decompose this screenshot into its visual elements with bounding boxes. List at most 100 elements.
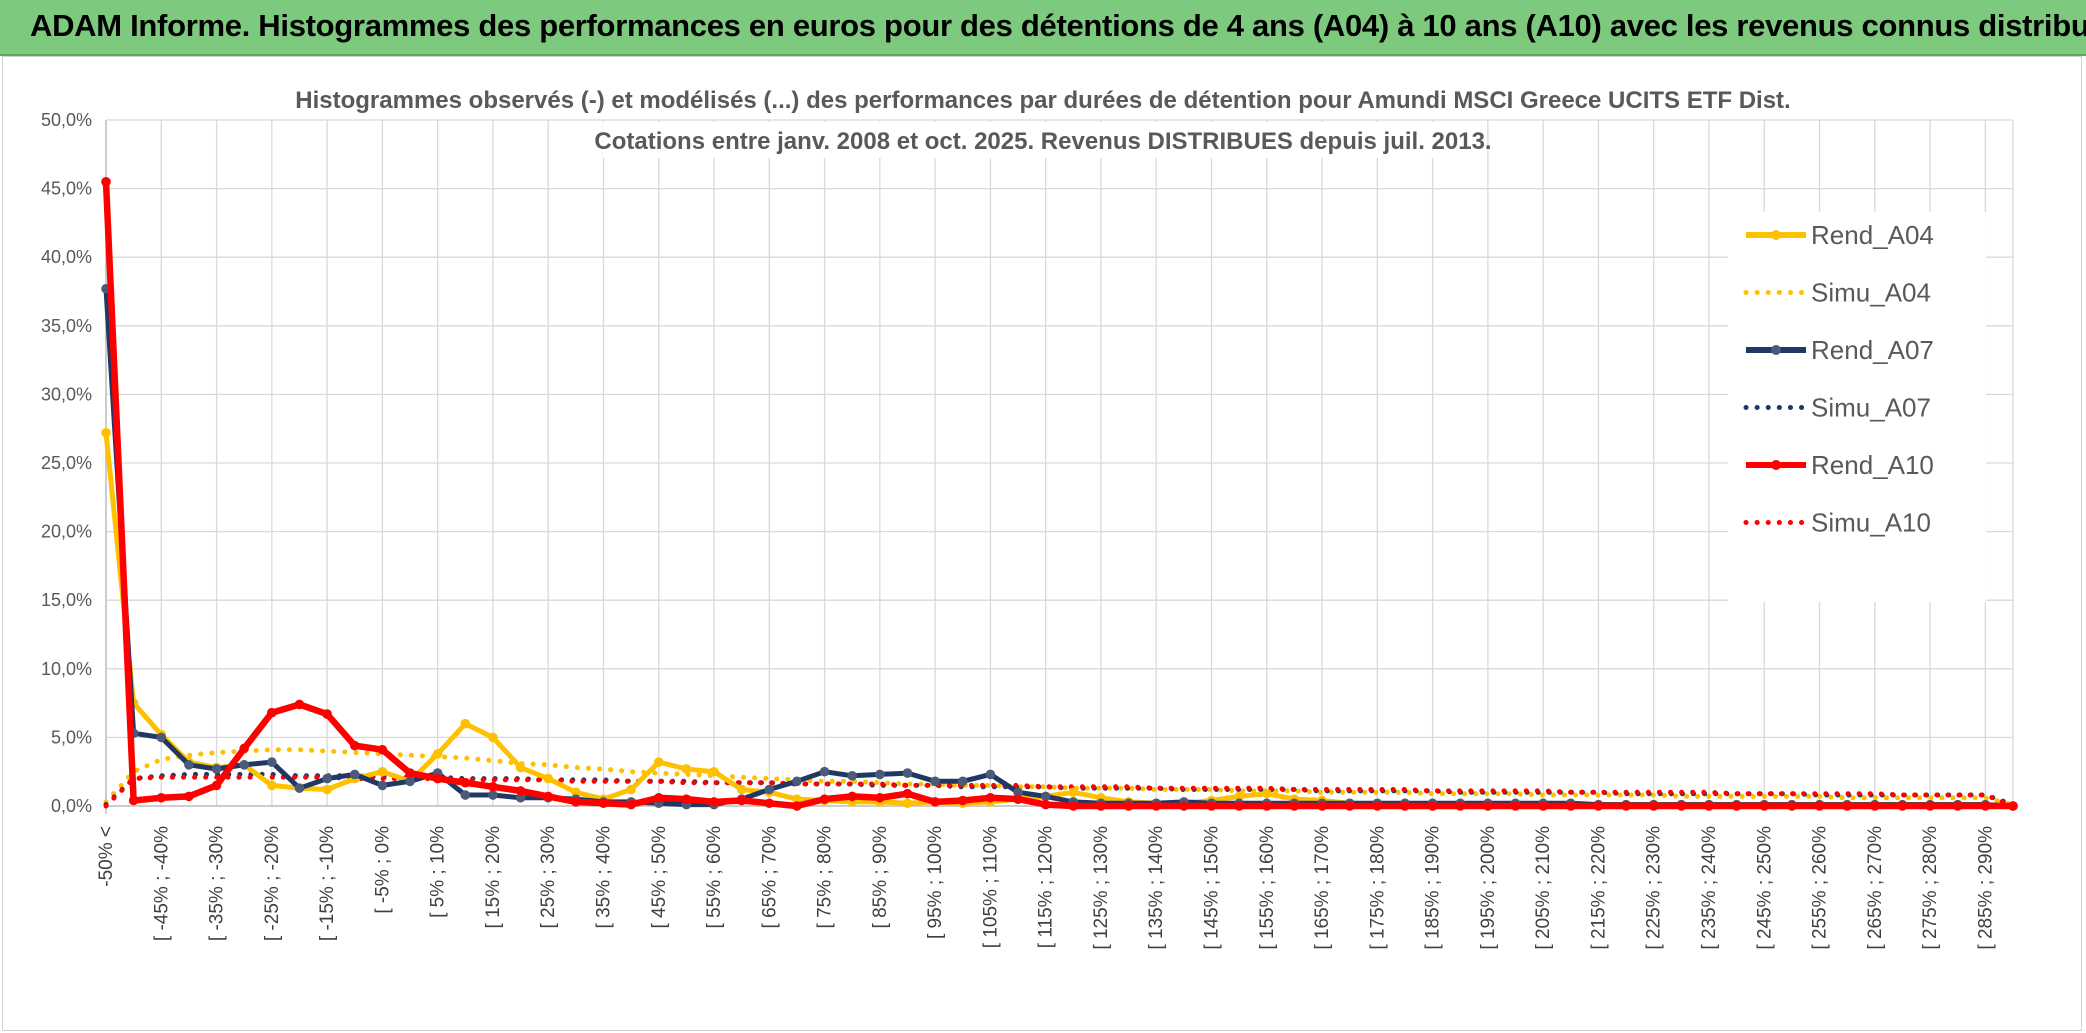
data-point — [902, 798, 913, 809]
data-point — [543, 773, 554, 784]
data-point — [184, 760, 194, 770]
legend-label: Simu_A10 — [1811, 508, 1931, 538]
chart-title-background — [313, 81, 1773, 117]
x-tick-label: [ -5% ; 0% — [372, 826, 393, 914]
legend-marker — [1771, 460, 1781, 470]
line-chart: 0,0% 5,0% 10,0% 15,0% 20,0% 25,0% 30,0% 35,0% 40… — [41, 81, 2018, 950]
data-point — [184, 791, 194, 802]
series-line — [102, 181, 2013, 810]
data-point — [819, 766, 830, 777]
data-point — [847, 771, 858, 781]
data-point — [322, 784, 332, 795]
data-point — [902, 768, 913, 778]
data-point — [211, 764, 222, 774]
data-point — [709, 766, 719, 777]
data-point — [2008, 801, 2018, 811]
data-point — [792, 794, 802, 804]
x-tick-label: [ 155% ; 160% — [1257, 826, 1278, 950]
data-point — [875, 792, 885, 803]
data-point — [1510, 801, 1521, 811]
data-point — [322, 773, 332, 784]
data-point — [1234, 791, 1244, 802]
x-tick-label: [ 255% ; 260% — [1810, 826, 1831, 950]
data-point — [101, 428, 111, 438]
data-point — [1759, 801, 1770, 811]
data-point — [681, 764, 692, 774]
data-point — [1787, 801, 1797, 811]
data-point — [1068, 787, 1079, 798]
data-point — [377, 744, 388, 755]
data-point — [1648, 801, 1659, 811]
chart-title-line: Histogrammes observés (-) et modélisés (… — [295, 87, 1790, 114]
x-tick-label: [ 45% ; 50% — [649, 826, 670, 929]
data-point — [930, 797, 940, 807]
y-tick-label: 25,0% — [41, 453, 92, 473]
data-point — [156, 792, 167, 803]
y-tick-label: 0,0% — [51, 796, 92, 816]
data-point — [736, 795, 747, 806]
data-point — [1013, 787, 1023, 798]
data-point — [267, 707, 277, 718]
data-point — [377, 780, 388, 791]
x-tick-label: [ 275% ; 280% — [1920, 826, 1941, 950]
data-point — [1068, 801, 1079, 811]
data-point — [1980, 801, 1991, 811]
legend-label: Rend_A07 — [1811, 335, 1934, 365]
chart-title-line: Cotations entre janv. 2008 et oct. 2025.… — [594, 128, 1491, 155]
x-tick-label: [ -15% ; -10% — [317, 826, 338, 941]
data-point — [736, 784, 747, 795]
x-tick-label: [ 15% ; 20% — [483, 826, 504, 929]
data-point — [1621, 801, 1631, 811]
data-point — [432, 749, 443, 759]
y-tick-label: 10,0% — [41, 659, 92, 679]
data-point — [819, 794, 830, 804]
data-point — [1179, 801, 1189, 811]
x-tick-label: [ -45% ; -40% — [151, 826, 172, 941]
data-point — [1151, 801, 1162, 811]
data-point — [626, 799, 636, 810]
series-simu-a10 — [103, 774, 2016, 809]
data-point — [957, 795, 968, 806]
legend-label: Simu_A07 — [1811, 393, 1931, 423]
data-point — [322, 709, 332, 719]
x-tick-label: [ -35% ; -30% — [207, 826, 228, 941]
data-point — [985, 769, 996, 780]
data-point — [626, 784, 636, 795]
data-point — [764, 798, 775, 809]
data-point — [128, 795, 139, 806]
legend-item: Simu_A04 — [1743, 278, 1931, 308]
legend-marker — [1771, 345, 1781, 355]
data-point — [1013, 794, 1023, 804]
x-tick-label: [ 125% ; 130% — [1091, 826, 1112, 950]
data-point — [1206, 801, 1217, 811]
x-tick-label: [ 285% ; 290% — [1975, 826, 1996, 950]
x-tick-label: [ 95% ; 100% — [925, 826, 946, 939]
x-tick-label: [ 25% ; 30% — [538, 826, 559, 929]
data-point — [515, 762, 526, 773]
x-tick-label: [ 75% ; 80% — [815, 826, 836, 929]
chart-title-background — [603, 122, 1483, 158]
y-tick-label: 50,0% — [41, 110, 92, 130]
series-line — [103, 774, 2016, 809]
data-point — [653, 757, 664, 767]
data-point — [488, 732, 498, 743]
header-banner: ADAM Informe. Histogrammes des performan… — [0, 0, 2086, 56]
legend-label: Rend_A04 — [1811, 220, 1934, 250]
legend-background — [1728, 212, 1986, 602]
data-point — [1427, 801, 1438, 811]
legend: Rend_A04 Simu_A04 Rend_A07 Simu_A07 Rend_A10… — [1728, 212, 1986, 602]
data-point — [681, 794, 692, 804]
data-point — [101, 176, 111, 187]
x-tick-label: [ 55% ; 60% — [704, 826, 725, 929]
data-point — [1704, 801, 1714, 811]
data-point — [239, 760, 249, 770]
legend-marker — [1771, 230, 1781, 240]
y-tick-label: 35,0% — [41, 316, 92, 336]
data-point — [930, 776, 940, 787]
x-tick-label: [ 235% ; 240% — [1699, 826, 1720, 950]
x-tick-label: [ -25% ; -20% — [262, 826, 283, 941]
data-point — [1400, 801, 1410, 811]
data-point — [349, 769, 360, 780]
data-point — [1814, 801, 1825, 811]
data-point — [792, 776, 802, 787]
